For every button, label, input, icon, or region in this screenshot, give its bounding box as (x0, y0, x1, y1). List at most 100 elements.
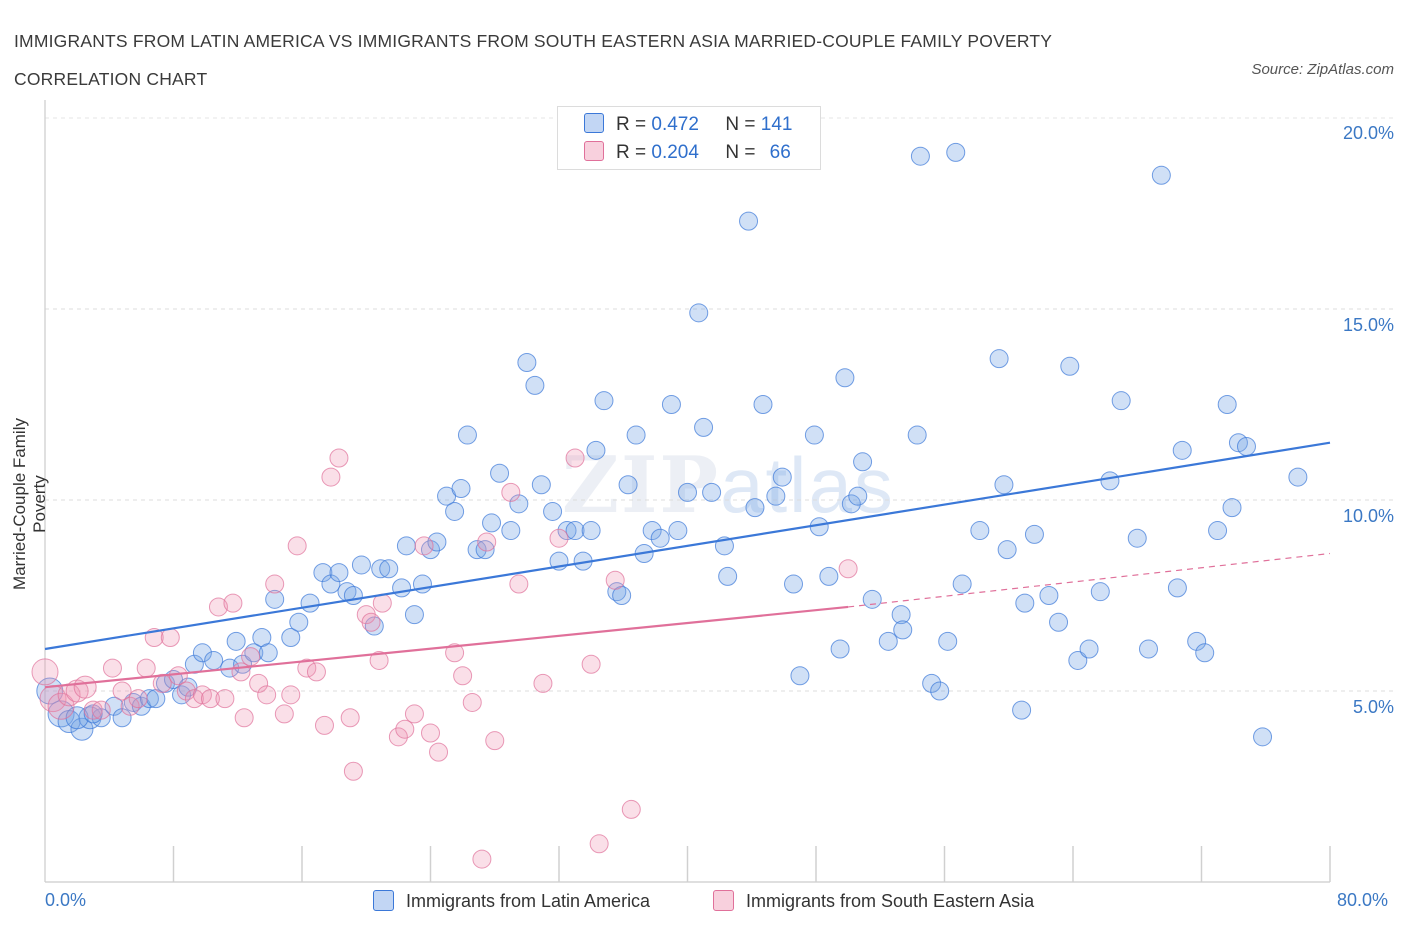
se-asia-point-49 (429, 742, 449, 762)
latin-america-point-104 (938, 631, 958, 651)
y-tick-label-10: 10.0% (1342, 506, 1394, 526)
se-asia-trendline (44, 605, 849, 689)
latin-america-point-124 (1167, 578, 1187, 598)
legend-row-latin-america: R = 0.472 N = 141 (584, 113, 792, 136)
latin-america-point-36 (371, 559, 391, 579)
bottom-legend-latin-america: Immigrants from Latin America (373, 890, 650, 912)
latin-america-point-97 (891, 605, 911, 625)
latin-america-point-18 (204, 650, 224, 670)
chart-title: IMMIGRANTS FROM LATIN AMERICA VS IMMIGRA… (14, 22, 1134, 98)
chart-title-line1: IMMIGRANTS FROM LATIN AMERICA VS IMMIGRA… (14, 31, 1053, 51)
latin-america-point-60 (565, 521, 585, 541)
latin-america-point-103 (946, 142, 966, 162)
latin-america-point-80 (739, 211, 759, 231)
latin-america-point-72 (661, 395, 681, 414)
legend-n-value-2: 66 (769, 142, 791, 163)
latin-america-point-53 (509, 494, 529, 514)
latin-america-point-25 (265, 589, 285, 609)
latin-america-point-50 (482, 513, 502, 533)
latin-america-point-105 (952, 574, 972, 594)
latin-america-point-114 (1049, 612, 1069, 632)
latin-america-point-70 (642, 521, 662, 541)
se-asia-point-50 (445, 643, 465, 663)
latin-america-point-89 (819, 566, 839, 586)
se-asia-point-56 (501, 482, 521, 502)
latin-america-point-57 (543, 501, 563, 521)
latin-america-point-120 (1111, 391, 1131, 411)
latin-america-point-126 (1187, 631, 1207, 651)
se-asia-point-15 (160, 628, 180, 648)
latin-america-point-90 (830, 639, 850, 659)
latin-america-point-55 (525, 375, 545, 395)
latin-america-point-46 (451, 479, 471, 499)
latin-america-point-94 (853, 452, 873, 472)
latin-america-point-59 (557, 521, 577, 541)
latin-america-point-125 (1172, 440, 1192, 460)
se-asia-point-7 (91, 700, 111, 720)
legend-swatch-pink (584, 141, 604, 161)
latin-america-point-48 (467, 540, 487, 560)
latin-america-point-127 (1195, 643, 1215, 663)
se-asia-point-9 (112, 681, 132, 701)
latin-america-point-20 (226, 631, 246, 651)
latin-america-point-74 (678, 482, 697, 502)
y-tick-label-5: 5.0% (1352, 697, 1394, 717)
se-asia-point-29 (265, 574, 285, 594)
se-asia-point-21 (208, 597, 228, 617)
latin-america-point-29 (313, 563, 333, 583)
latin-america-point-43 (427, 532, 447, 552)
latin-america-point-129 (1217, 395, 1237, 414)
latin-america-point-28 (300, 593, 320, 613)
y-axis-label: Married-Couple Family Poverty (10, 418, 49, 590)
latin-america-point-54 (517, 352, 537, 372)
latin-america-point-116 (1068, 650, 1088, 670)
latin-america-point-31 (329, 563, 349, 583)
latin-america-point-86 (790, 666, 810, 686)
latin-america-point-119 (1100, 471, 1120, 491)
se-asia-point-2 (47, 692, 75, 720)
legend-row-se-asia: R = 0.204 N = 66 (584, 141, 791, 164)
se-asia-point-64 (621, 799, 641, 819)
latin-america-point-113 (1039, 586, 1059, 605)
x-tick-label-min: 0.0% (45, 890, 87, 910)
latin-america-point-111 (1015, 593, 1035, 613)
legend-swatch-blue (584, 113, 604, 133)
latin-america-point-79 (718, 566, 738, 586)
latin-america-point-37 (379, 559, 399, 579)
latin-america-point-108 (994, 475, 1014, 495)
latin-america-point-91 (835, 368, 855, 388)
se-asia-point-8 (102, 658, 122, 678)
latin-america-point-27 (289, 612, 309, 632)
se-asia-point-61 (581, 654, 601, 674)
se-asia-point-23 (223, 593, 243, 613)
latin-america-point-117 (1079, 639, 1099, 659)
se-asia-point-31 (281, 685, 301, 705)
se-asia-point-26 (241, 647, 261, 667)
bottom-legend-swatch-pink (713, 890, 734, 911)
latin-america-point-84 (772, 467, 792, 487)
se-asia-point-62 (589, 834, 609, 854)
latin-america-point-75 (689, 303, 709, 323)
se-asia-trendline-extension (848, 552, 1331, 608)
se-asia-point-59 (549, 528, 569, 548)
se-asia-point-57 (509, 574, 529, 594)
se-asia-point-6 (83, 700, 103, 720)
se-asia-point-30 (274, 704, 294, 724)
latin-america-point-30 (321, 574, 341, 594)
se-asia-point-37 (329, 448, 349, 468)
latin-america-point-128 (1208, 521, 1228, 541)
se-asia-point-52 (462, 692, 482, 712)
se-asia-point-27 (249, 673, 269, 693)
latin-america-point-95 (862, 589, 882, 609)
latin-america-point-92 (841, 494, 861, 514)
latin-america-point-100 (910, 146, 930, 166)
latin-america-point-112 (1024, 524, 1044, 544)
latin-america-point-68 (626, 425, 646, 445)
latin-america-point-122 (1138, 639, 1158, 659)
latin-america-point-81 (745, 498, 765, 518)
latin-america-point-71 (650, 528, 670, 548)
latin-america-point-24 (258, 643, 278, 663)
latin-america-point-121 (1127, 528, 1147, 548)
latin-america-point-109 (997, 540, 1017, 560)
latin-america-point-51 (490, 463, 510, 483)
